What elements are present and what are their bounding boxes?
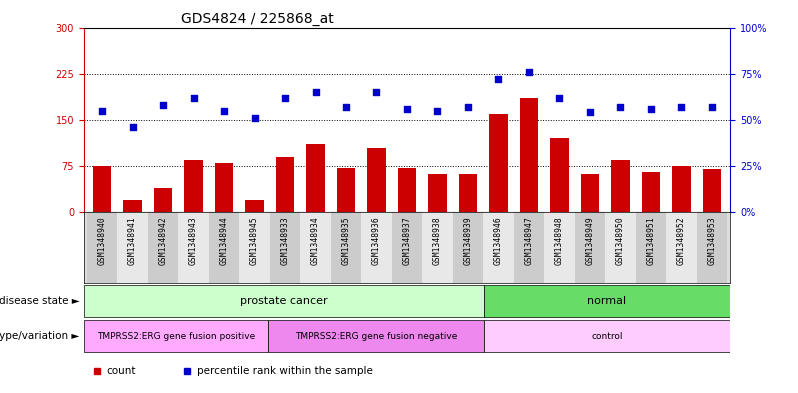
- Bar: [184, 160, 203, 212]
- Text: control: control: [591, 332, 622, 340]
- Point: [431, 107, 444, 114]
- Text: disease state ►: disease state ►: [0, 296, 80, 306]
- Text: GSM1348937: GSM1348937: [402, 216, 412, 264]
- Point: [188, 95, 200, 101]
- Text: GSM1348951: GSM1348951: [646, 216, 655, 264]
- Bar: [117, 212, 148, 283]
- Bar: [306, 145, 325, 212]
- Text: GSM1348934: GSM1348934: [311, 216, 320, 264]
- Bar: [84, 285, 484, 317]
- Bar: [452, 212, 484, 283]
- Text: TMPRSS2:ERG gene fusion negative: TMPRSS2:ERG gene fusion negative: [295, 332, 457, 340]
- Point: [401, 106, 413, 112]
- Text: GSM1348942: GSM1348942: [159, 216, 168, 264]
- Bar: [489, 114, 508, 212]
- Point: [218, 107, 231, 114]
- Bar: [148, 212, 178, 283]
- Bar: [703, 169, 721, 212]
- Point: [705, 104, 718, 110]
- Text: GSM1348946: GSM1348946: [494, 216, 503, 264]
- Bar: [484, 212, 514, 283]
- Bar: [581, 174, 599, 212]
- Bar: [367, 147, 385, 212]
- Bar: [154, 187, 172, 212]
- Text: GSM1348943: GSM1348943: [189, 216, 198, 264]
- Point: [645, 106, 658, 112]
- Text: GSM1348945: GSM1348945: [250, 216, 259, 264]
- Point: [340, 104, 353, 110]
- Bar: [484, 285, 730, 317]
- Bar: [124, 200, 142, 212]
- Point: [126, 124, 139, 130]
- Point: [156, 102, 169, 108]
- Point: [279, 95, 291, 101]
- Bar: [575, 212, 605, 283]
- Text: GSM1348949: GSM1348949: [586, 216, 595, 264]
- Bar: [209, 212, 239, 283]
- Text: count: count: [106, 366, 136, 376]
- Bar: [178, 212, 209, 283]
- Text: GSM1348950: GSM1348950: [616, 216, 625, 264]
- Bar: [544, 212, 575, 283]
- Bar: [484, 320, 730, 352]
- Text: percentile rank within the sample: percentile rank within the sample: [197, 366, 373, 376]
- Text: GDS4824 / 225868_at: GDS4824 / 225868_at: [180, 13, 334, 26]
- Bar: [672, 166, 690, 212]
- Text: GSM1348939: GSM1348939: [464, 216, 472, 264]
- Text: GSM1348933: GSM1348933: [281, 216, 290, 264]
- Text: prostate cancer: prostate cancer: [240, 296, 328, 306]
- Text: GSM1348936: GSM1348936: [372, 216, 381, 264]
- Text: GSM1348941: GSM1348941: [128, 216, 137, 264]
- Bar: [87, 212, 117, 283]
- Text: GSM1348948: GSM1348948: [555, 216, 564, 264]
- Bar: [459, 174, 477, 212]
- Text: GSM1348947: GSM1348947: [524, 216, 533, 264]
- Bar: [514, 212, 544, 283]
- Text: GSM1348938: GSM1348938: [433, 216, 442, 264]
- Point: [583, 109, 596, 116]
- Bar: [551, 138, 568, 212]
- Bar: [605, 212, 636, 283]
- Bar: [330, 212, 361, 283]
- Bar: [270, 212, 300, 283]
- Point: [461, 104, 474, 110]
- Bar: [239, 212, 270, 283]
- Bar: [519, 98, 538, 212]
- Text: TMPRSS2:ERG gene fusion positive: TMPRSS2:ERG gene fusion positive: [97, 332, 255, 340]
- Text: genotype/variation ►: genotype/variation ►: [0, 331, 80, 341]
- Bar: [611, 160, 630, 212]
- Text: GSM1348952: GSM1348952: [677, 216, 686, 264]
- Text: GSM1348940: GSM1348940: [97, 216, 107, 264]
- Bar: [422, 212, 452, 283]
- Bar: [636, 212, 666, 283]
- Text: normal: normal: [587, 296, 626, 306]
- Point: [553, 95, 566, 101]
- Point: [523, 69, 535, 75]
- Bar: [337, 168, 355, 212]
- Point: [96, 107, 109, 114]
- Point: [492, 76, 505, 83]
- Bar: [268, 320, 484, 352]
- Point: [370, 89, 383, 95]
- Bar: [697, 212, 727, 283]
- Bar: [300, 212, 330, 283]
- Text: GSM1348953: GSM1348953: [707, 216, 717, 264]
- Bar: [398, 168, 416, 212]
- Text: GSM1348944: GSM1348944: [219, 216, 228, 264]
- Bar: [392, 212, 422, 283]
- Bar: [666, 212, 697, 283]
- Bar: [215, 163, 233, 212]
- Bar: [429, 174, 447, 212]
- Bar: [93, 166, 111, 212]
- Point: [614, 104, 626, 110]
- Bar: [84, 320, 268, 352]
- Bar: [246, 200, 263, 212]
- Point: [675, 104, 688, 110]
- Bar: [642, 172, 660, 212]
- Bar: [276, 157, 294, 212]
- Point: [248, 115, 261, 121]
- Bar: [361, 212, 392, 283]
- Point: [309, 89, 322, 95]
- Text: GSM1348935: GSM1348935: [342, 216, 350, 264]
